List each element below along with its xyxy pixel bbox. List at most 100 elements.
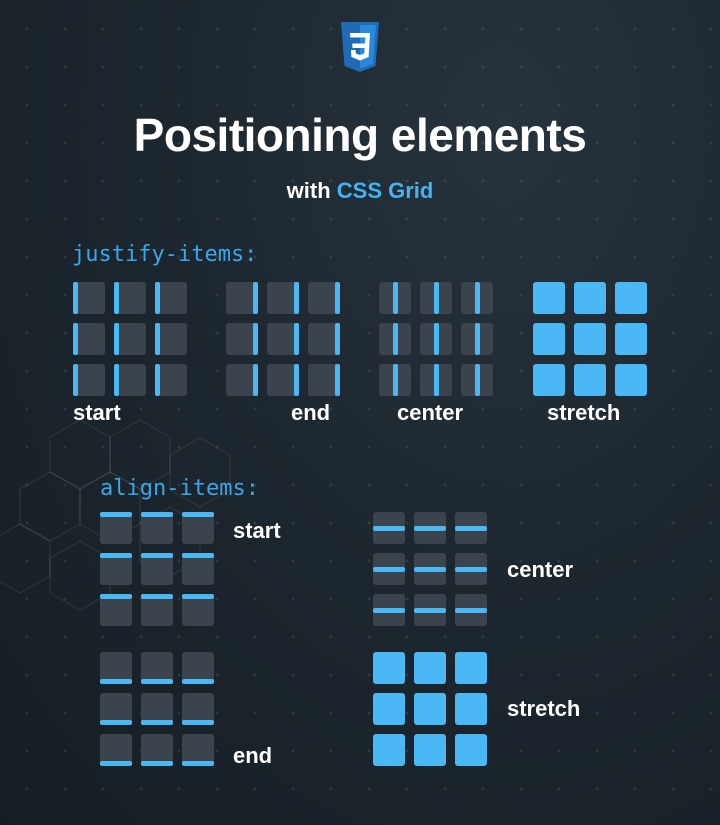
grid-cell — [373, 652, 405, 684]
align-end-label: end — [233, 743, 273, 768]
grid-cell — [455, 734, 487, 766]
align-start-label: start — [233, 518, 281, 543]
grid-item — [182, 553, 214, 558]
css3-logo-icon — [341, 22, 379, 72]
grid-item — [182, 720, 214, 725]
grid-cell — [379, 364, 411, 396]
grid-item — [182, 512, 214, 517]
grid-item — [373, 525, 405, 531]
justify-stretch-label: stretch — [547, 400, 621, 425]
grid-cell — [455, 512, 487, 544]
grid-cell — [155, 282, 187, 314]
grid-cell — [379, 282, 411, 314]
grid-cell — [100, 512, 132, 544]
grid-cell — [455, 553, 487, 585]
grid-cell — [100, 693, 132, 725]
grid-cell — [141, 512, 173, 544]
justify-center-label: center — [397, 400, 464, 425]
grid-item — [114, 323, 119, 355]
grid-cell — [114, 364, 146, 396]
grid-cell — [182, 594, 214, 626]
grid-cell — [414, 553, 446, 585]
grid-cell — [615, 282, 647, 314]
grid-item — [155, 323, 160, 355]
justify-end-grid — [226, 282, 340, 396]
justify-start-label: start — [73, 400, 121, 425]
subtitle-prefix: with — [286, 178, 331, 203]
grid-cell — [373, 553, 405, 585]
grid-cell — [267, 323, 299, 355]
grid-item — [100, 761, 132, 766]
page-title: Positioning elements — [133, 109, 587, 161]
grid-cell — [114, 282, 146, 314]
grid-item — [114, 364, 119, 396]
grid-item — [100, 594, 132, 599]
grid-cell — [414, 693, 446, 725]
justify-items-heading: justify-items: — [72, 242, 258, 267]
grid-cell — [141, 553, 173, 585]
grid-cell — [414, 512, 446, 544]
grid-item — [73, 323, 78, 355]
grid-cell — [461, 323, 493, 355]
grid-cell — [373, 512, 405, 544]
grid-cell — [100, 652, 132, 684]
grid-item — [294, 364, 299, 396]
grid-cell — [308, 323, 340, 355]
grid-cell — [182, 512, 214, 544]
grid-cell — [533, 323, 565, 355]
grid-cell — [308, 282, 340, 314]
grid-item — [335, 282, 340, 314]
grid-cell — [574, 282, 606, 314]
grid-cell — [141, 734, 173, 766]
grid-cell — [420, 282, 452, 314]
grid-cell — [114, 323, 146, 355]
grid-cell — [141, 594, 173, 626]
grid-item — [433, 364, 439, 396]
grid-cell — [226, 282, 258, 314]
grid-cell — [414, 594, 446, 626]
grid-item — [100, 679, 132, 684]
grid-item — [155, 364, 160, 396]
grid-item — [182, 679, 214, 684]
align-stretch-grid — [373, 652, 487, 766]
grid-item — [73, 364, 78, 396]
grid-item — [114, 282, 119, 314]
grid-cell — [615, 364, 647, 396]
grid-item — [100, 720, 132, 725]
grid-cell — [73, 364, 105, 396]
grid-item — [455, 525, 487, 531]
grid-cell — [461, 282, 493, 314]
grid-item — [414, 566, 446, 572]
grid-cell — [100, 734, 132, 766]
grid-cell — [182, 734, 214, 766]
grid-cell — [615, 323, 647, 355]
grid-item — [182, 761, 214, 766]
grid-item — [373, 566, 405, 572]
grid-item — [253, 323, 258, 355]
grid-cell — [155, 364, 187, 396]
grid-cell — [373, 693, 405, 725]
grid-item — [335, 364, 340, 396]
grid-item — [141, 594, 173, 599]
grid-cell — [182, 693, 214, 725]
grid-item — [141, 761, 173, 766]
grid-cell — [73, 282, 105, 314]
grid-item — [100, 512, 132, 517]
align-stretch-label: stretch — [507, 696, 581, 721]
grid-item — [253, 282, 258, 314]
grid-cell — [141, 693, 173, 725]
grid-item — [474, 364, 480, 396]
grid-cell — [73, 323, 105, 355]
grid-item — [433, 323, 439, 355]
grid-item — [373, 607, 405, 613]
grid-cell — [461, 364, 493, 396]
grid-cell — [182, 553, 214, 585]
page-subtitle: with CSS Grid — [0, 178, 720, 204]
grid-cell — [420, 323, 452, 355]
grid-item — [392, 282, 398, 314]
grid-cell — [574, 364, 606, 396]
grid-cell — [533, 282, 565, 314]
grid-item — [253, 364, 258, 396]
grid-cell — [267, 282, 299, 314]
